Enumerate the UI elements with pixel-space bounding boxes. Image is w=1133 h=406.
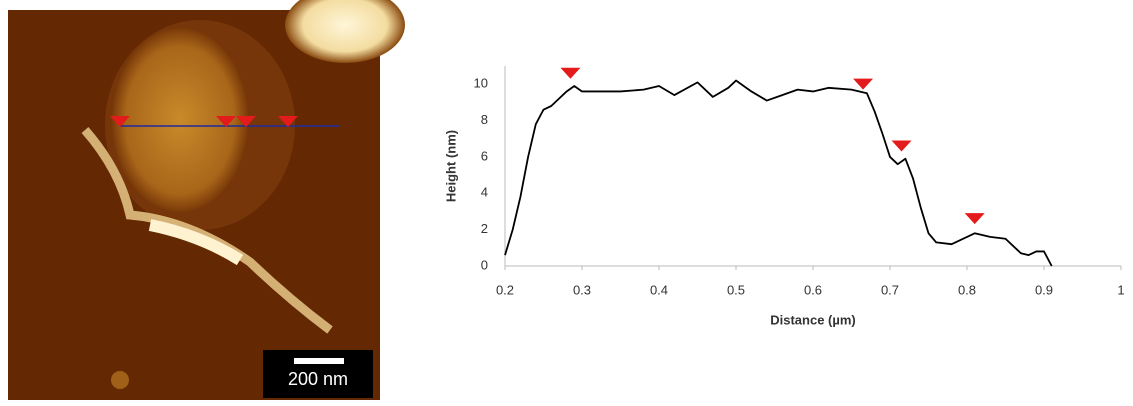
y-tick-label: 4: [481, 185, 488, 200]
scale-bar-label: 200 nm: [288, 369, 348, 389]
profile-line: [504, 79, 1053, 267]
y-tick-label: 6: [481, 148, 488, 163]
marker: [560, 67, 581, 79]
x-tick-label: 0.5: [727, 282, 745, 297]
y-tick-label: 8: [481, 112, 488, 127]
x-axis-label: Distance (µm): [770, 312, 856, 327]
y-tick-label: 10: [474, 76, 488, 91]
y-tick-label: 2: [481, 221, 488, 236]
x-tick-label: 0.7: [881, 282, 899, 297]
x-tick-label: 0.4: [650, 282, 668, 297]
x-tick-label: 0.8: [958, 282, 976, 297]
y-axis-label: Height (nm): [443, 130, 458, 202]
x-tick-label: 0.2: [496, 282, 514, 297]
marker: [964, 213, 985, 225]
afm-image: 200 nm: [8, 0, 405, 400]
x-tick-label: 0.6: [804, 282, 822, 297]
y-tick-label: 0: [481, 257, 488, 272]
x-tick-label: 1: [1117, 282, 1124, 297]
marker: [853, 78, 874, 90]
x-tick-label: 0.9: [1035, 282, 1053, 297]
x-tick-label: 0.3: [573, 282, 591, 297]
marker: [891, 140, 912, 152]
